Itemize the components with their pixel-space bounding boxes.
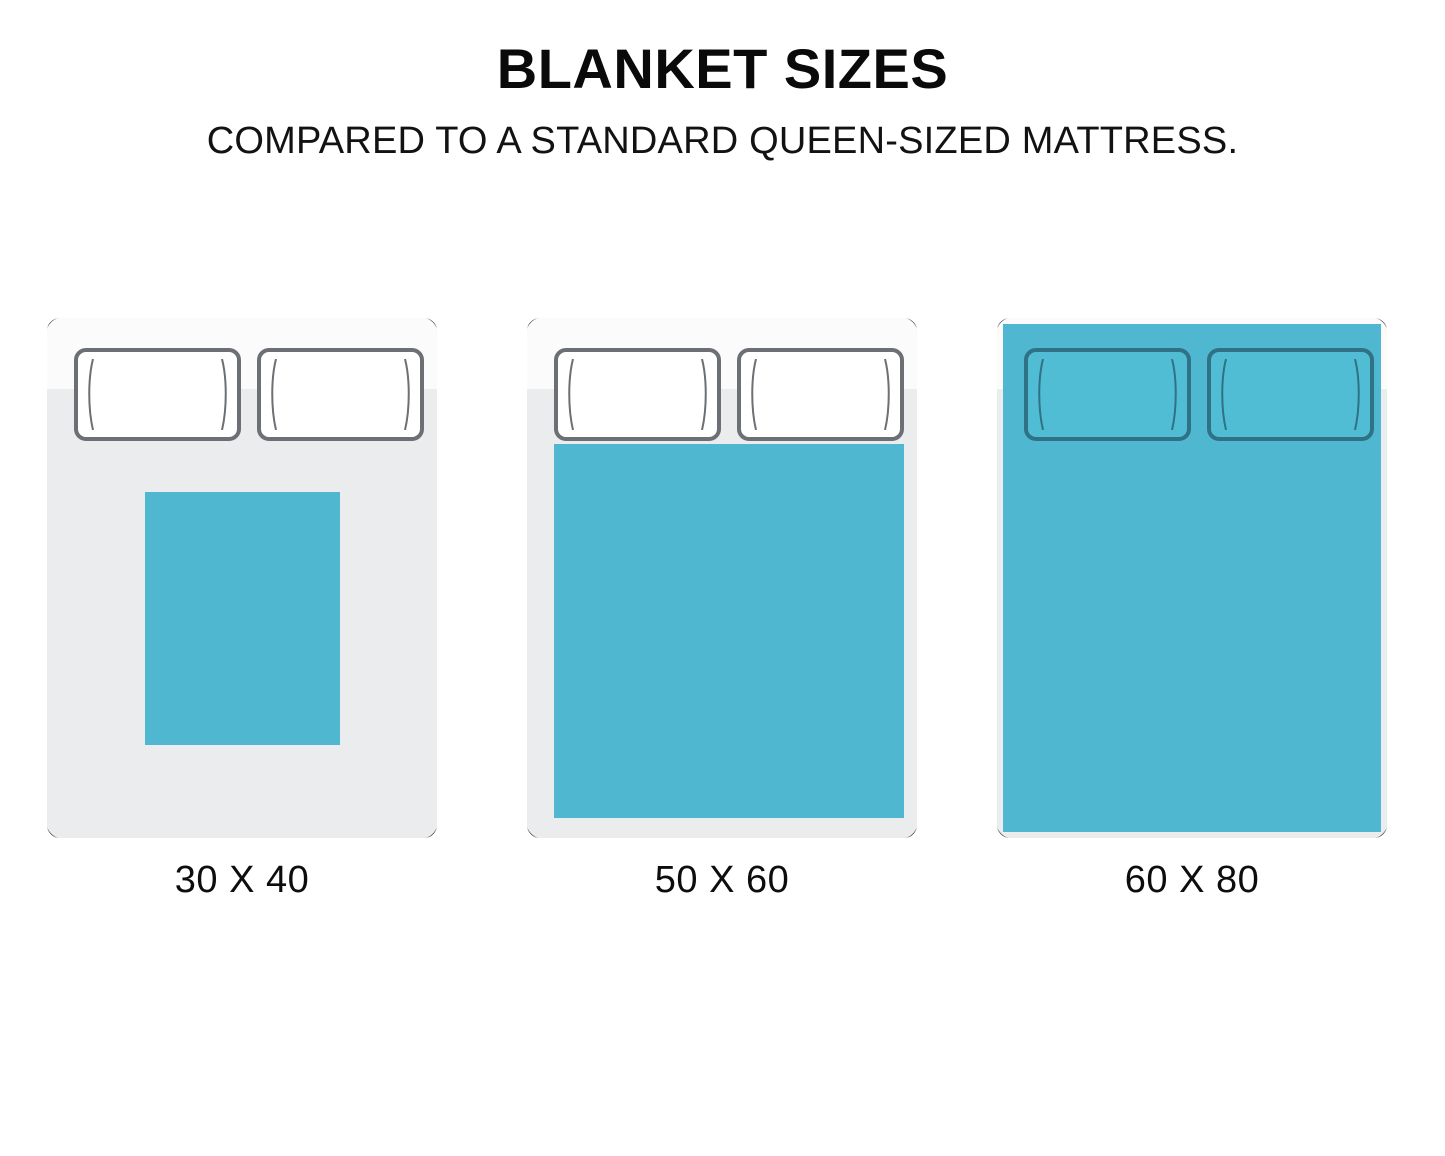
bed-diagram-50x60: 50 X 60 bbox=[512, 303, 932, 943]
blanket-overlay bbox=[145, 492, 340, 745]
pillow-seam-left-icon bbox=[562, 359, 578, 430]
blanket-overlay bbox=[554, 444, 904, 818]
bed-diagram-30x40: 30 X 40 bbox=[32, 303, 452, 943]
page-subtitle: COMPARED TO A STANDARD QUEEN-SIZED MATTR… bbox=[206, 119, 1239, 162]
pillow-seam-right-icon bbox=[1350, 359, 1366, 430]
header: BLANKET SIZES COMPARED TO A STANDARD QUE… bbox=[0, 0, 1445, 163]
pillow-right bbox=[257, 348, 424, 441]
pillow-seam-left-icon bbox=[265, 359, 281, 430]
pillow-left bbox=[74, 348, 241, 441]
bed-size-label: 60 X 80 bbox=[1124, 859, 1260, 901]
pillow-left bbox=[1024, 348, 1191, 441]
bed-diagram-60x80: 60 X 80 bbox=[982, 303, 1402, 943]
pillow-right bbox=[737, 348, 904, 441]
pillow-seam-right-icon bbox=[217, 359, 233, 430]
pillow-seam-left-icon bbox=[745, 359, 761, 430]
bed-size-label: 30 X 40 bbox=[174, 859, 310, 901]
pillow-seam-right-icon bbox=[1167, 359, 1183, 430]
pillow-right bbox=[1207, 348, 1374, 441]
bed-comparison-row: 30 X 40 bbox=[0, 303, 1445, 943]
pillow-left bbox=[554, 348, 721, 441]
bed-figure bbox=[42, 313, 442, 843]
bed-size-label: 50 X 60 bbox=[654, 859, 790, 901]
pillow-seam-left-icon bbox=[82, 359, 98, 430]
pillow-seam-left-icon bbox=[1215, 359, 1231, 430]
bed-figure bbox=[992, 313, 1392, 843]
pillow-seam-right-icon bbox=[697, 359, 713, 430]
pillow-seam-left-icon bbox=[1032, 359, 1048, 430]
pillow-seam-right-icon bbox=[400, 359, 416, 430]
pillow-seam-right-icon bbox=[880, 359, 896, 430]
bed-figure bbox=[522, 313, 922, 843]
page-title: BLANKET SIZES bbox=[496, 37, 949, 100]
